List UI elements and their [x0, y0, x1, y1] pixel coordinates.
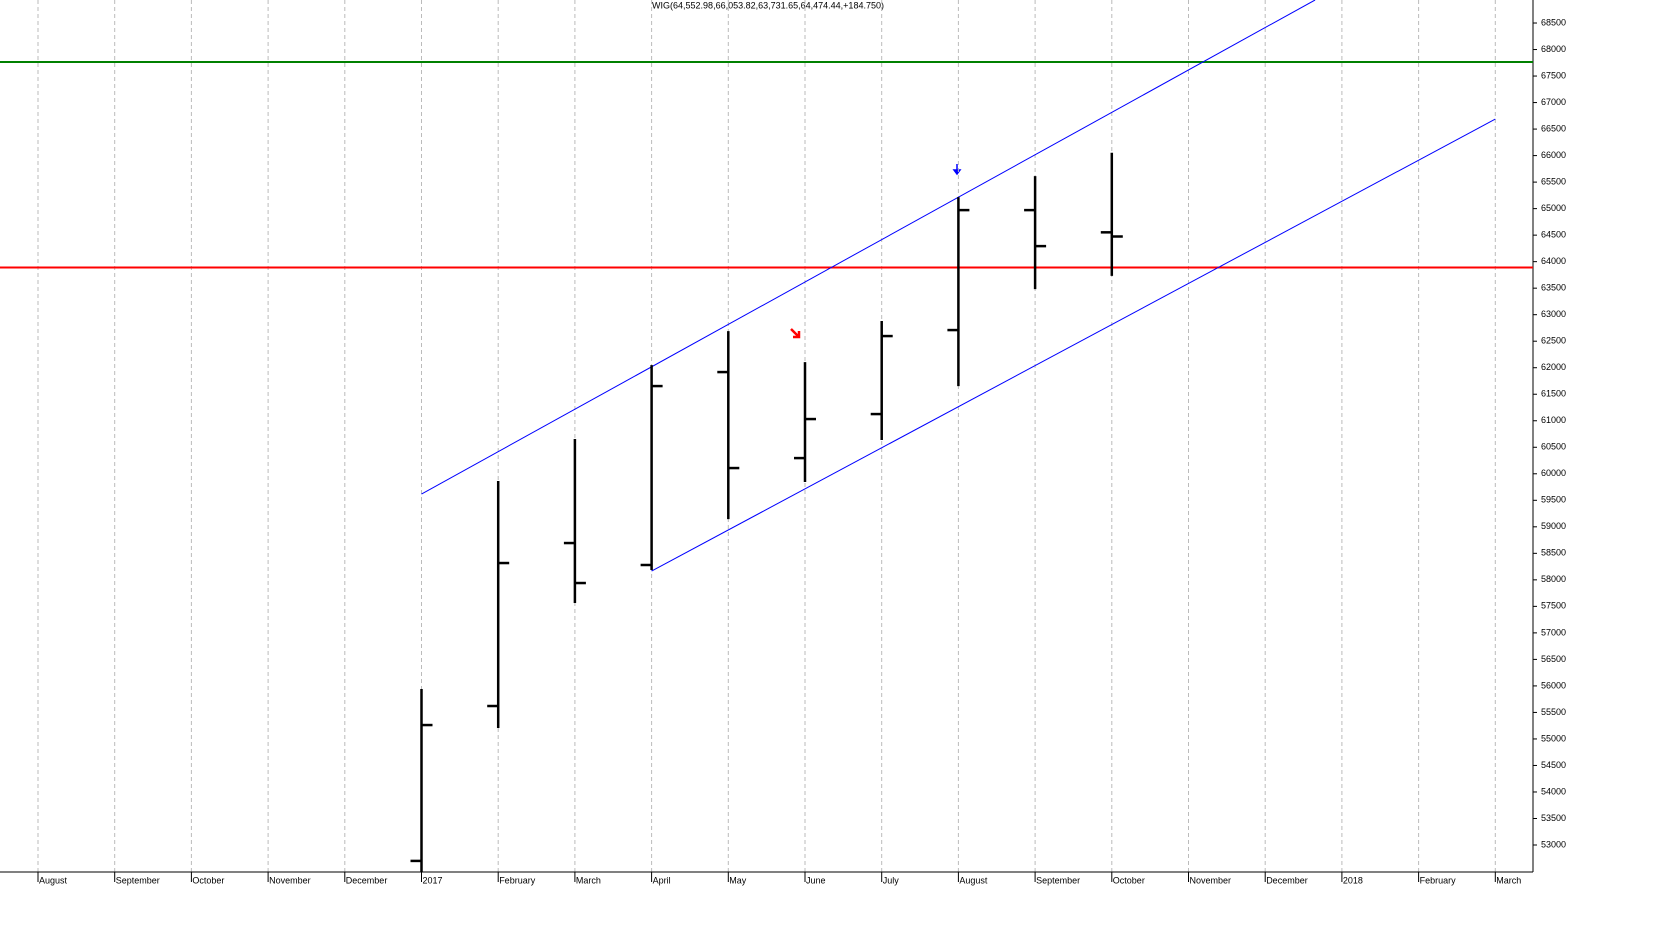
y-tick-label: 66500 — [1541, 123, 1566, 133]
y-tick-label: 58000 — [1541, 574, 1566, 584]
y-tick-label: 54500 — [1541, 760, 1566, 770]
x-tick-label: 2018 — [1343, 875, 1363, 885]
channel-line — [421, 0, 1316, 495]
y-tick-label: 59500 — [1541, 495, 1566, 505]
chart-title: WIG(64,552.98,66,053.82,63,731.65,64,474… — [652, 0, 884, 10]
signal-arrow-icon — [790, 328, 801, 339]
x-tick-label: February — [499, 875, 536, 885]
x-tick-label: December — [1266, 875, 1308, 885]
y-tick-label: 55500 — [1541, 707, 1566, 717]
y-tick-label: 65500 — [1541, 176, 1566, 186]
y-tick-label: 61000 — [1541, 415, 1566, 425]
y-tick-label: 62500 — [1541, 336, 1566, 346]
y-tick-label: 56000 — [1541, 680, 1566, 690]
x-tick-label: November — [269, 875, 311, 885]
x-tick-label: September — [116, 875, 160, 885]
y-tick-label: 57500 — [1541, 601, 1566, 611]
y-tick-label: 57000 — [1541, 627, 1566, 637]
x-tick-label: March — [576, 875, 601, 885]
y-tick-label: 66000 — [1541, 150, 1566, 160]
y-tick-label: 67000 — [1541, 97, 1566, 107]
y-tick-label: 55000 — [1541, 733, 1566, 743]
y-tick-label: 68500 — [1541, 17, 1566, 27]
y-tick-label: 58500 — [1541, 548, 1566, 558]
y-tick-label: 54000 — [1541, 786, 1566, 796]
x-tick-label: December — [346, 875, 388, 885]
x-tick-label: September — [1036, 875, 1080, 885]
y-tick-label: 59000 — [1541, 521, 1566, 531]
y-tick-label: 64500 — [1541, 230, 1566, 240]
x-tick-label: April — [653, 875, 671, 885]
y-tick-label: 63000 — [1541, 309, 1566, 319]
x-tick-label: November — [1190, 875, 1232, 885]
x-tick-label: August — [959, 875, 988, 885]
x-tick-label: June — [806, 875, 826, 885]
x-tick-label: February — [1420, 875, 1457, 885]
y-tick-label: 56500 — [1541, 654, 1566, 664]
x-tick-label: August — [39, 875, 68, 885]
y-tick-label: 61500 — [1541, 389, 1566, 399]
y-tick-label: 53500 — [1541, 813, 1566, 823]
x-tick-label: October — [192, 875, 224, 885]
x-tick-label: 2017 — [423, 875, 443, 885]
y-tick-label: 62000 — [1541, 362, 1566, 372]
channel-line — [651, 118, 1496, 572]
x-tick-label: October — [1113, 875, 1145, 885]
y-tick-label: 60500 — [1541, 442, 1566, 452]
y-tick-label: 67500 — [1541, 70, 1566, 80]
y-tick-label: 65000 — [1541, 203, 1566, 213]
y-tick-label: 64000 — [1541, 256, 1566, 266]
y-tick-label: 60000 — [1541, 468, 1566, 478]
y-tick-label: 53000 — [1541, 839, 1566, 849]
y-tick-label: 63500 — [1541, 283, 1566, 293]
x-tick-label: July — [883, 875, 900, 885]
x-tick-label: March — [1496, 875, 1521, 885]
y-tick-label: 68000 — [1541, 44, 1566, 54]
x-tick-label: May — [729, 875, 747, 885]
